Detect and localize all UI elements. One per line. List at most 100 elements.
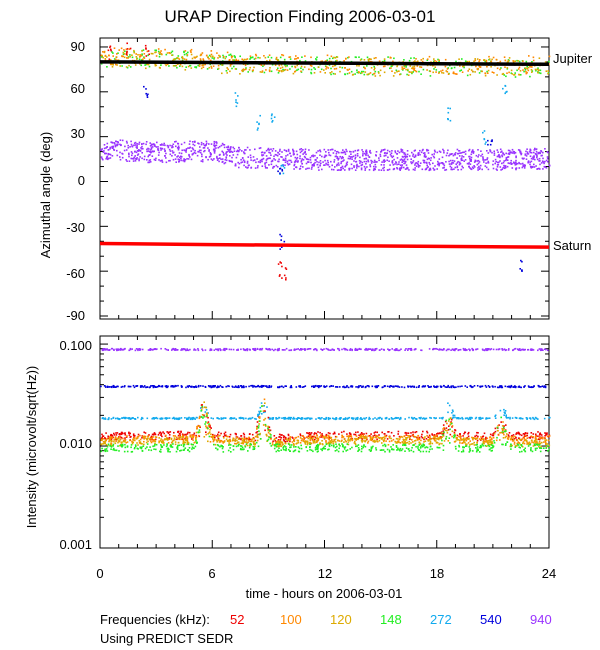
- azimuth-tick-label-90: 90: [71, 39, 85, 54]
- azimuth-point-940-khz: [218, 160, 220, 163]
- intensity-point-52-khz: [269, 429, 272, 432]
- azimuth-point-940-khz: [256, 166, 259, 169]
- azimuth-point-148-khz: [176, 66, 178, 69]
- intensity-point-100-khz: [158, 440, 160, 442]
- azimuth-point-940-khz: [302, 153, 304, 155]
- azimuth-point-120-khz: [174, 58, 176, 61]
- azimuth-point-120-khz: [277, 59, 279, 62]
- intensity-point-100-khz: [459, 436, 461, 439]
- intensity-point-272-khz: [297, 417, 299, 419]
- intensity-point-940-khz: [300, 348, 302, 350]
- intensity-point-272-khz: [394, 417, 396, 420]
- intensity-point-52-khz: [188, 431, 191, 434]
- azimuth-point-272-khz: [270, 117, 273, 120]
- azimuth-point-148-khz: [356, 71, 358, 74]
- azimuth-point-148-khz: [523, 70, 525, 73]
- azimuth-point-148-khz: [291, 65, 293, 68]
- azimuth-point-940-khz: [216, 159, 219, 161]
- azimuth-point-52-khz: [107, 49, 110, 52]
- intensity-point-540-khz: [234, 386, 236, 388]
- azimuth-point-120-khz: [511, 73, 514, 75]
- azimuth-point-940-khz: [353, 166, 355, 169]
- azimuth-point-148-khz: [524, 69, 527, 71]
- intensity-point-100-khz: [442, 428, 444, 430]
- intensity-point-272-khz: [216, 417, 218, 419]
- intensity-point-52-khz: [141, 437, 143, 439]
- intensity-point-52-khz: [517, 437, 520, 439]
- azimuth-point-148-khz: [393, 57, 395, 60]
- azimuth-point-120-khz: [150, 52, 153, 55]
- azimuth-point-52-khz: [281, 277, 283, 279]
- intensity-point-100-khz: [407, 434, 409, 437]
- azimuth-point-940-khz: [226, 148, 229, 151]
- intensity-point-540-khz: [161, 385, 164, 388]
- azimuth-point-148-khz: [126, 66, 129, 69]
- intensity-point-52-khz: [384, 433, 386, 435]
- azimuth-point-940-khz: [443, 164, 446, 167]
- intensity-point-940-khz: [464, 349, 467, 352]
- intensity-point-540-khz: [446, 386, 448, 388]
- azimuth-point-940-khz: [274, 159, 277, 161]
- intensity-point-52-khz: [467, 431, 470, 434]
- azimuth-point-120-khz: [303, 66, 306, 68]
- intensity-point-52-khz: [426, 431, 429, 434]
- intensity-point-100-khz: [102, 438, 105, 440]
- azimuth-point-148-khz: [213, 58, 215, 60]
- intensity-point-100-khz: [526, 437, 529, 439]
- intensity-point-52-khz: [268, 426, 271, 429]
- azimuth-point-100-khz: [249, 55, 252, 57]
- intensity-point-52-khz: [366, 438, 368, 441]
- azimuth-point-100-khz: [461, 71, 464, 73]
- intensity-point-52-khz: [447, 429, 450, 431]
- azimuth-point-100-khz: [486, 65, 488, 68]
- azimuth-point-940-khz: [219, 157, 221, 159]
- intensity-point-272-khz: [161, 417, 164, 420]
- intensity-point-100-khz: [212, 435, 214, 437]
- azimuth-point-940-khz: [534, 147, 536, 150]
- azimuth-point-940-khz: [497, 151, 499, 153]
- azimuth-point-120-khz: [155, 51, 157, 53]
- intensity-point-272-khz: [481, 417, 483, 419]
- intensity-point-52-khz: [280, 436, 283, 439]
- intensity-point-940-khz: [531, 348, 534, 351]
- azimuth-point-940-khz: [333, 159, 336, 161]
- azimuth-point-940-khz: [139, 149, 141, 152]
- azimuth-point-940-khz: [146, 148, 148, 151]
- intensity-point-272-khz: [399, 416, 402, 419]
- azimuth-point-100-khz: [139, 56, 141, 58]
- intensity-point-100-khz: [461, 442, 463, 444]
- intensity-point-100-khz: [152, 439, 155, 442]
- azimuth-point-940-khz: [365, 153, 367, 155]
- intensity-point-940-khz: [230, 348, 233, 351]
- intensity-point-52-khz: [405, 434, 408, 436]
- intensity-point-52-khz: [119, 433, 121, 436]
- azimuth-point-148-khz: [310, 72, 313, 75]
- azimuth-point-940-khz: [451, 159, 454, 162]
- intensity-point-100-khz: [270, 438, 272, 440]
- intensity-point-272-khz: [532, 416, 534, 419]
- azimuth-point-148-khz: [299, 59, 301, 62]
- azimuth-point-120-khz: [412, 66, 414, 68]
- intensity-point-272-khz: [397, 417, 399, 419]
- azimuth-point-940-khz: [203, 150, 205, 153]
- azimuth-point-148-khz: [407, 69, 409, 72]
- azimuth-point-540-khz: [283, 240, 286, 243]
- azimuth-point-940-khz: [151, 146, 154, 148]
- intensity-point-540-khz: [129, 385, 132, 388]
- azimuth-point-940-khz: [475, 154, 478, 157]
- intensity-point-272-khz: [475, 416, 478, 419]
- azimuth-point-272-khz: [273, 116, 276, 118]
- intensity-point-272-khz: [290, 416, 292, 419]
- azimuth-point-148-khz: [516, 69, 518, 72]
- azimuth-point-940-khz: [537, 152, 540, 154]
- azimuth-point-940-khz: [310, 161, 312, 164]
- intensity-point-100-khz: [180, 438, 182, 441]
- intensity-point-52-khz: [348, 433, 351, 435]
- azimuth-point-940-khz: [417, 154, 419, 156]
- azimuth-point-100-khz: [446, 71, 449, 73]
- intensity-point-272-khz: [153, 417, 155, 419]
- azimuth-point-940-khz: [325, 162, 327, 165]
- intensity-point-52-khz: [168, 436, 171, 439]
- azimuth-point-940-khz: [301, 163, 303, 165]
- azimuth-point-940-khz: [108, 157, 110, 160]
